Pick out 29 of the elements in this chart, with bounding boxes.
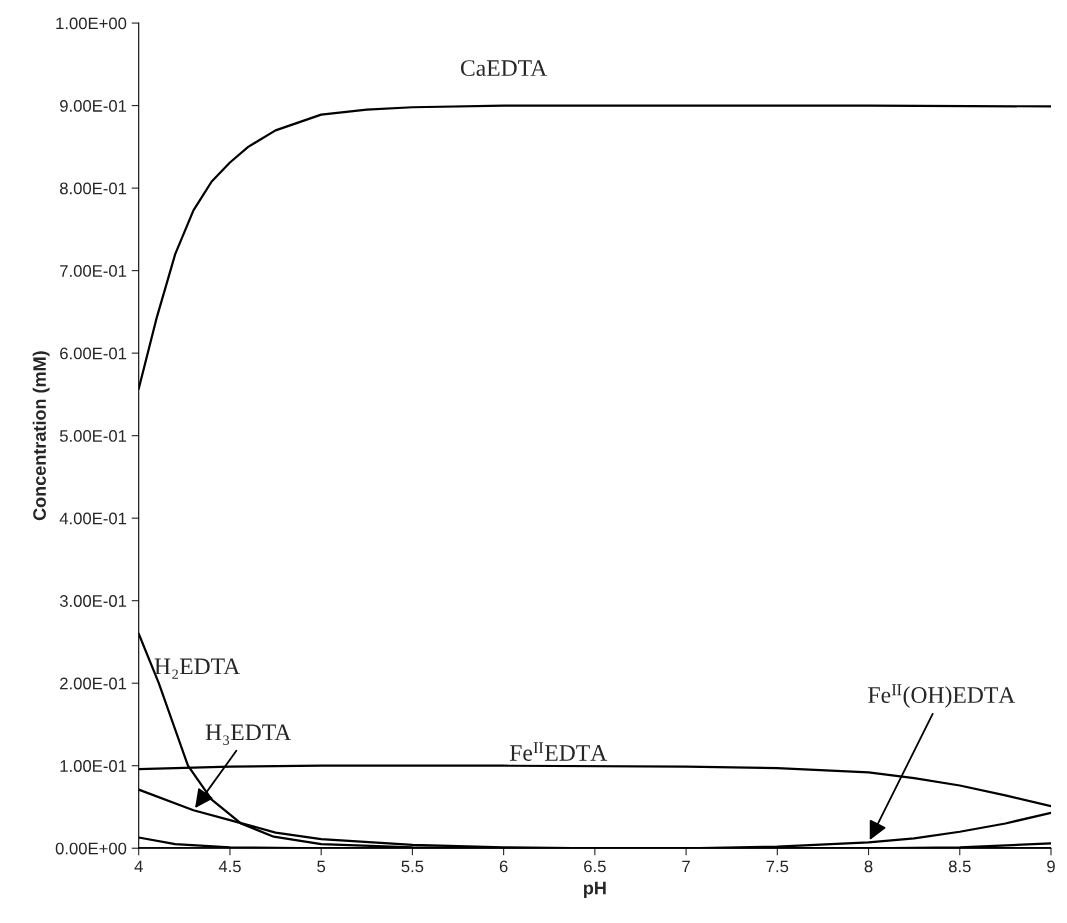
y-tick-label: 4.00E-01 [59,512,127,525]
x-tick-label: 9 [1047,860,1055,873]
y-tick-label: 5.00E-01 [59,430,127,442]
y-tick-label: 7.00E-01 [60,265,127,277]
x-axis-title: pH [584,881,606,898]
x-tick-label: 4 [134,860,143,873]
x-tick-label: 6 [499,860,508,873]
x-tick-label: 5 [317,860,326,873]
x-tick-label: 5.5 [401,860,424,873]
text: Fe$^{II}$(OH)EDTA [868,684,1016,708]
y-tick-label: 1.00E-01 [60,760,127,772]
series-label: Fe$^{II}$EDTA [509,742,608,761]
x-tick-label: 4.5 [218,860,241,873]
x-tick-label: 8.5 [948,860,971,873]
y-tick-label: 3.00E-01 [59,595,127,607]
x-tick-label: 7 [682,860,690,873]
x-tick-label: 6.5 [584,860,606,873]
y-tick-label: 2.00E-01 [60,677,127,690]
text: H₃EDTA [205,724,292,745]
y-tick-label: 8.00E-01 [59,182,127,195]
y-tick-label: 1.00E+00 [56,17,127,30]
x-tick-label: 7.5 [766,860,789,873]
y-axis-title: Concentration (mM) [32,351,50,521]
y-tick-label: 6.00E-01 [60,347,127,360]
x-tick-label: 8 [864,860,873,873]
y-tick-label: 0.00E+00 [55,842,127,855]
series-label: H₂EDTA [154,658,241,679]
y-tick-label: 9.00E-01 [60,99,127,112]
series-label: CaEDTA [460,60,548,77]
